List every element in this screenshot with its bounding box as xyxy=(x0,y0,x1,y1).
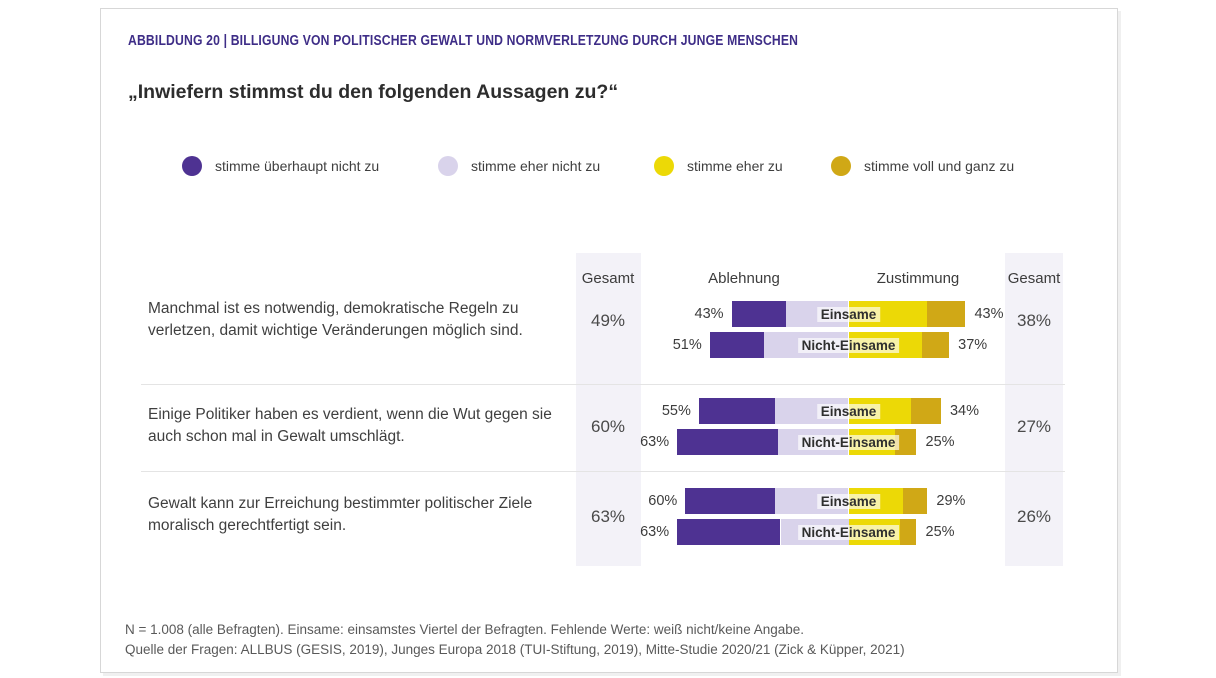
bar-group-label-nicht-einsame: Nicht-Einsame xyxy=(797,429,900,455)
bar-segment-stimme-voll-und-ganz-zu xyxy=(894,429,917,455)
zustimmung-total-label: 43% xyxy=(974,306,1004,322)
bar-segment-stimme-ueberhaupt-nicht-zu xyxy=(698,398,776,424)
bar-segment-stimme-voll-und-ganz-zu xyxy=(902,488,928,514)
bar-group-label-text: Nicht-Einsame xyxy=(797,337,900,353)
zustimmung-total-label: 37% xyxy=(958,337,988,353)
bar-group-label-text: Nicht-Einsame xyxy=(797,434,900,450)
legend-swatch-lavender-icon xyxy=(438,156,458,176)
bar-group-label-text: Einsame xyxy=(816,403,881,419)
bar-segment-stimme-voll-und-ganz-zu xyxy=(921,332,950,358)
gesamt-left-value: 49% xyxy=(590,311,626,330)
column-header-zustimmung: Zustimmung xyxy=(876,270,960,287)
bar-group-label-text: Nicht-Einsame xyxy=(797,524,900,540)
bar-group-label-text: Einsame xyxy=(816,306,881,322)
statement-text: Einige Politiker haben es verdient, wenn… xyxy=(148,406,552,445)
bar-group-label-einsame: Einsame xyxy=(816,301,881,327)
bar-group-label-text: Einsame xyxy=(816,493,881,509)
zustimmung-total-label: 29% xyxy=(936,493,966,509)
legend-item-stimme-eher-zu: stimme eher zu xyxy=(654,156,783,176)
gesamt-right-value: 26% xyxy=(1016,507,1052,526)
bar-segment-stimme-ueberhaupt-nicht-zu xyxy=(677,429,778,455)
legend-swatch-yellow-icon xyxy=(654,156,674,176)
ablehnung-total-label: 43% xyxy=(694,306,724,322)
figure-card: ABBILDUNG 20 | BILLIGUNG VON POLITISCHER… xyxy=(100,8,1118,673)
gesamt-right-value: 38% xyxy=(1016,311,1052,330)
legend-label: stimme voll und ganz zu xyxy=(864,158,1015,174)
gesamt-left-column-band xyxy=(576,253,641,566)
ablehnung-total-label: 63% xyxy=(640,434,670,450)
gesamt-left-value: 63% xyxy=(590,507,626,526)
bar-group-label-einsame: Einsame xyxy=(816,398,881,424)
column-header-ablehnung: Ablehnung xyxy=(708,270,780,287)
statement-text: Gewalt kann zur Erreichung bestimmter po… xyxy=(148,495,533,534)
legend-swatch-dark-purple-icon xyxy=(182,156,202,176)
bar-segment-stimme-ueberhaupt-nicht-zu xyxy=(731,301,786,327)
legend-label: stimme eher zu xyxy=(687,158,783,174)
legend-label: stimme eher nicht zu xyxy=(471,158,601,174)
legend-item-stimme-ueberhaupt-nicht-zu: stimme überhaupt nicht zu xyxy=(182,156,379,176)
row-separator xyxy=(141,471,1065,472)
zustimmung-total-label: 25% xyxy=(925,524,955,540)
gesamt-right-value: 27% xyxy=(1016,417,1052,436)
column-header-gesamt-right: Gesamt xyxy=(1007,270,1061,287)
bar-group-label-nicht-einsame: Nicht-Einsame xyxy=(797,332,900,358)
legend-item-stimme-voll-und-ganz-zu: stimme voll und ganz zu xyxy=(831,156,1014,176)
figure-question-title: „Inwiefern stimmst du den folgenden Auss… xyxy=(128,81,619,103)
row-separator xyxy=(141,384,1065,385)
ablehnung-total-label: 63% xyxy=(640,524,670,540)
bar-segment-stimme-voll-und-ganz-zu xyxy=(900,519,917,545)
statement-text: Manchmal ist es notwendig, demokratische… xyxy=(148,300,523,339)
gesamt-right-column-band xyxy=(1005,253,1063,566)
bar-segment-stimme-ueberhaupt-nicht-zu xyxy=(677,519,781,545)
footnotes: N = 1.008 (alle Befragten). Einsame: ein… xyxy=(125,620,905,659)
ablehnung-total-label: 60% xyxy=(648,493,678,509)
ablehnung-total-label: 55% xyxy=(661,403,691,419)
zustimmung-total-label: 25% xyxy=(925,434,955,450)
column-header-gesamt-left: Gesamt xyxy=(581,270,635,287)
bar-segment-stimme-voll-und-ganz-zu xyxy=(927,301,966,327)
footnote-line: N = 1.008 (alle Befragten). Einsame: ein… xyxy=(125,622,805,637)
ablehnung-total-label: 51% xyxy=(672,337,702,353)
bar-segment-stimme-ueberhaupt-nicht-zu xyxy=(709,332,765,358)
bar-segment-stimme-voll-und-ganz-zu xyxy=(911,398,941,424)
legend-item-stimme-eher-nicht-zu: stimme eher nicht zu xyxy=(438,156,600,176)
legend-swatch-gold-icon xyxy=(831,156,851,176)
bar-segment-stimme-ueberhaupt-nicht-zu xyxy=(685,488,776,514)
zustimmung-total-label: 34% xyxy=(949,403,979,419)
gesamt-left-value: 60% xyxy=(590,417,626,436)
footnote-line: Quelle der Fragen: ALLBUS (GESIS, 2019),… xyxy=(125,641,905,657)
figure-kicker-title: ABBILDUNG 20 | BILLIGUNG VON POLITISCHER… xyxy=(128,33,799,49)
legend-label: stimme überhaupt nicht zu xyxy=(215,158,380,174)
bar-group-label-einsame: Einsame xyxy=(816,488,881,514)
bar-group-label-nicht-einsame: Nicht-Einsame xyxy=(797,519,900,545)
